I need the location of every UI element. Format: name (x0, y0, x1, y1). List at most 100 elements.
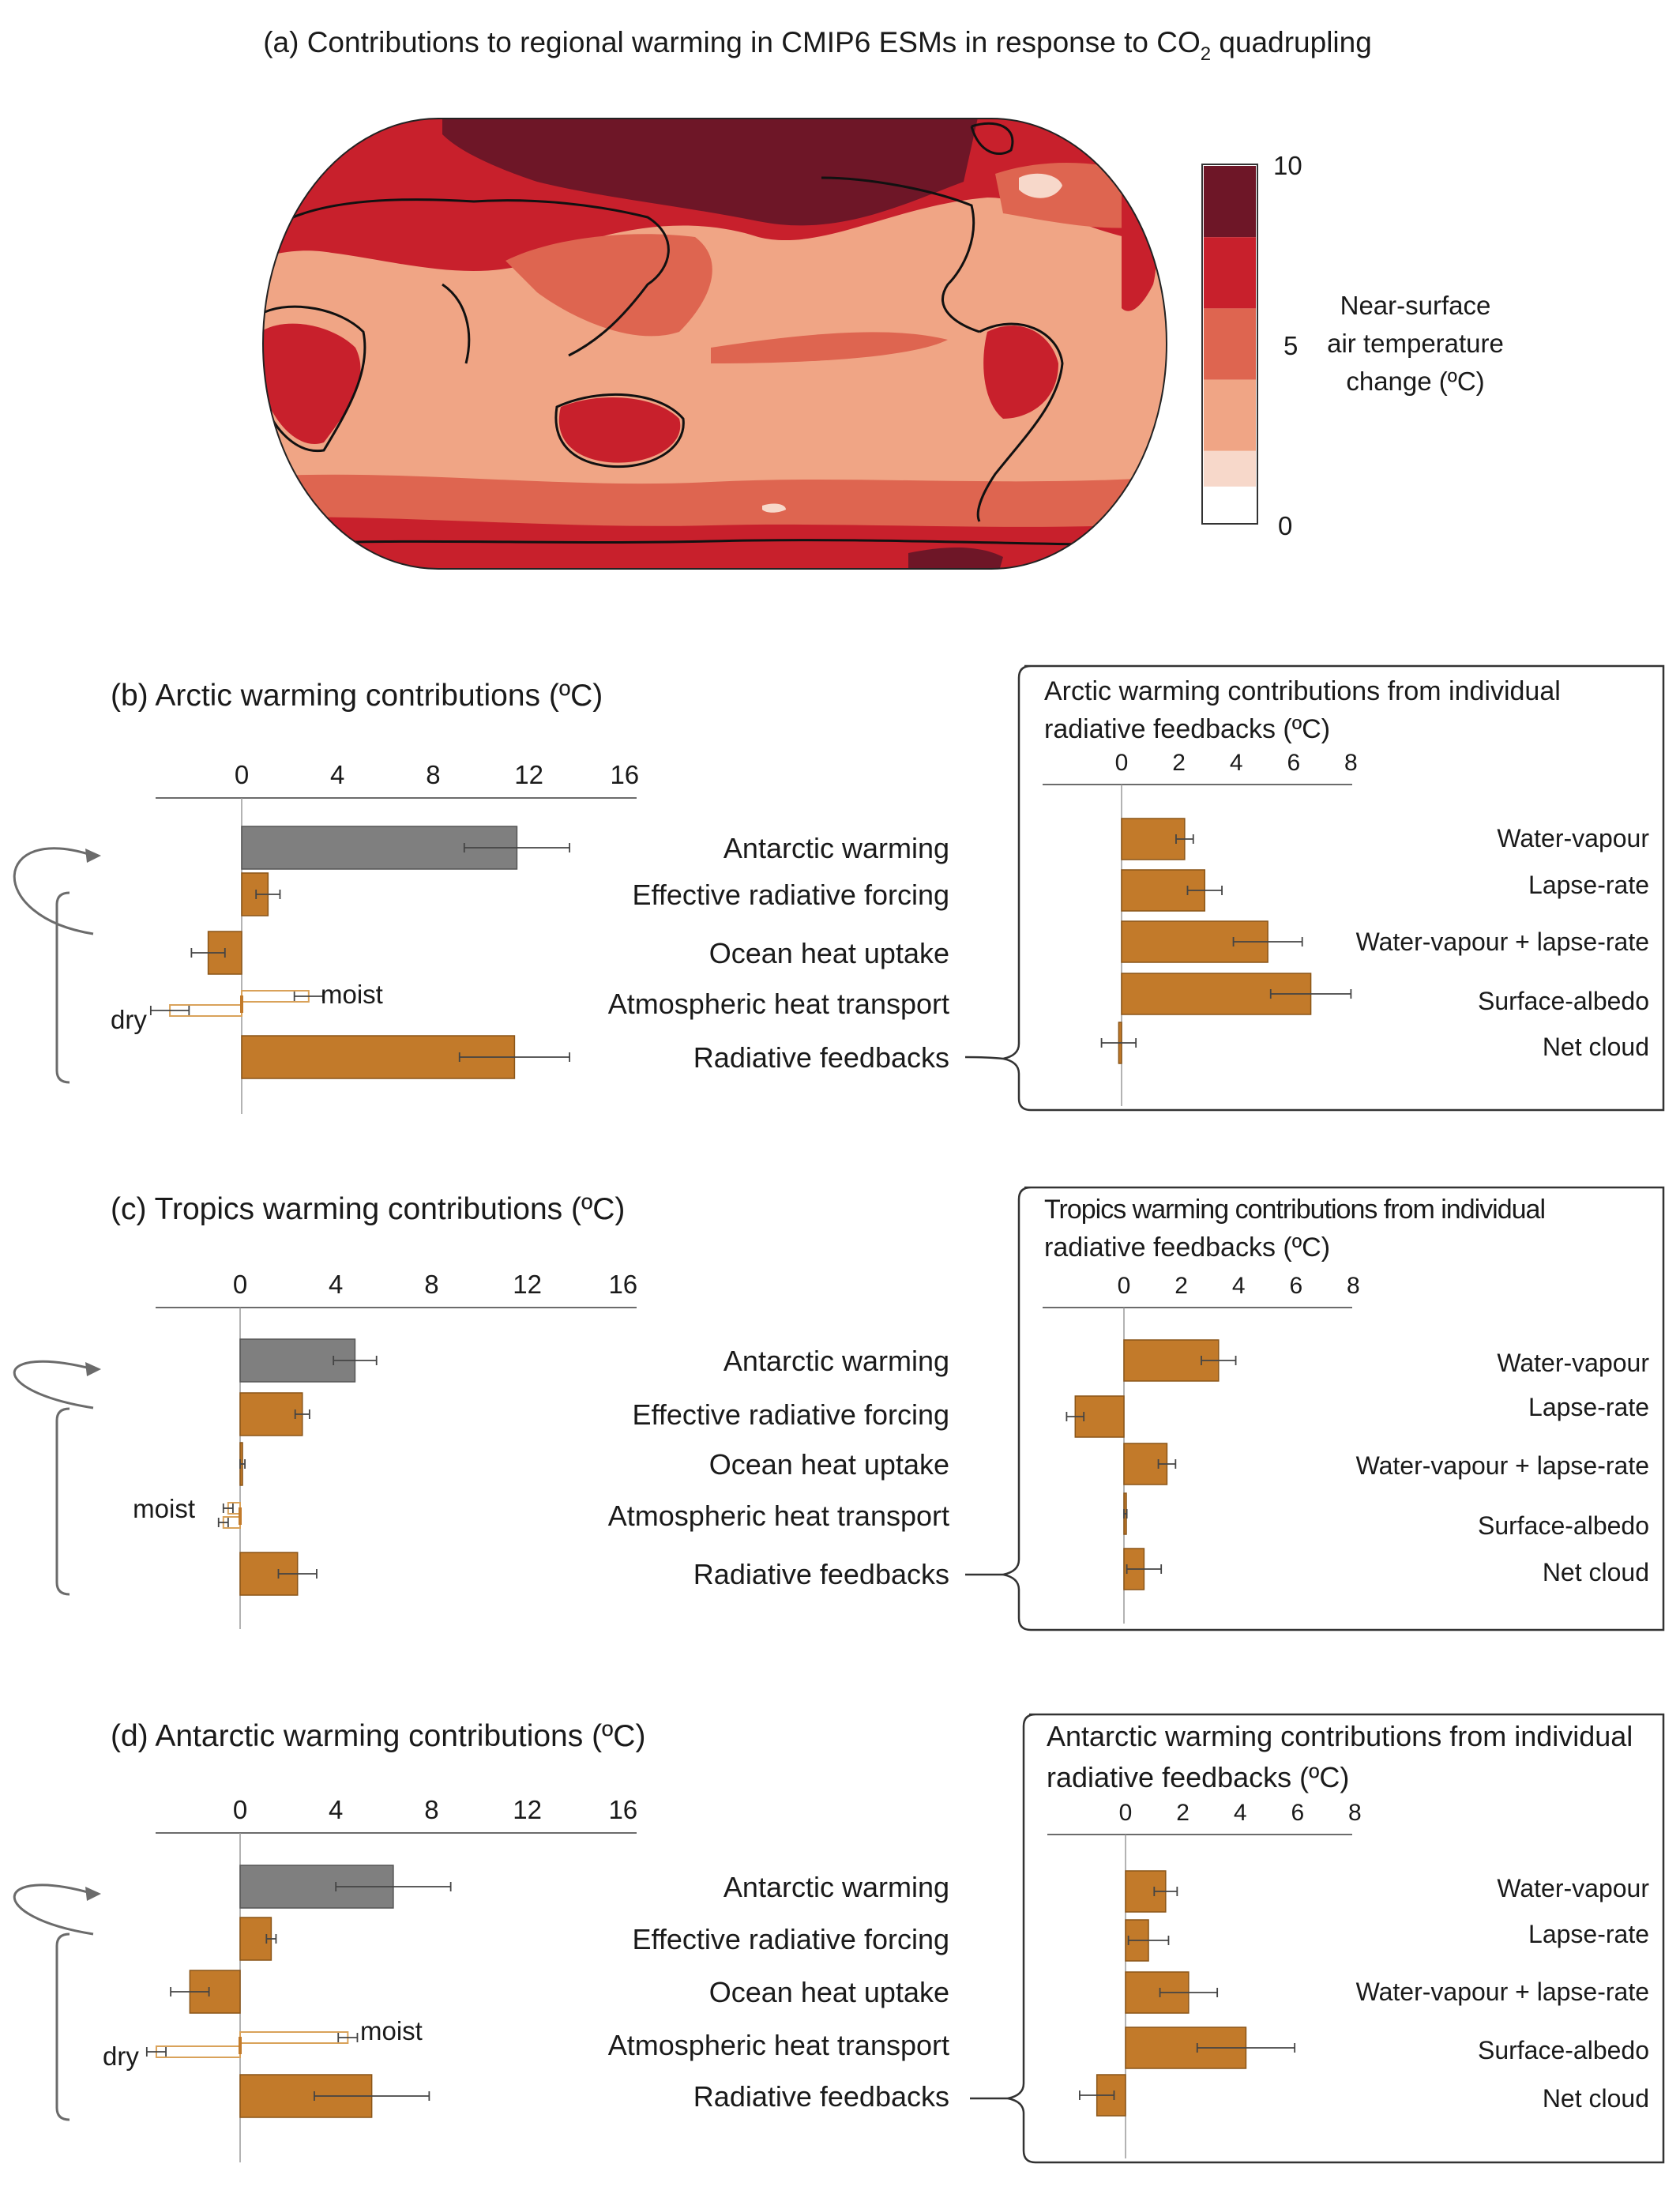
main-c-x-tick-label: 8 (424, 1270, 438, 1299)
main-c-net-transport-bar (239, 1507, 242, 1525)
fb-b-x-tick-label: 6 (1287, 750, 1300, 776)
colorbar-label-line-3: change (ºC) (1346, 367, 1484, 396)
main-d-category-label: Effective radiative forcing (632, 1923, 949, 1955)
map-coast-greenland (970, 122, 1014, 155)
colorbar-outline (1201, 164, 1258, 525)
panel-c-main-chart: 0 4 8 12 16 Antarctic warming Effective radiat… (133, 1270, 949, 1629)
colorbar: 10 5 0 Near-surface air temperature chan… (1201, 151, 1504, 540)
main-d-dry-label: dry (103, 2042, 139, 2071)
fb-d-category-label: Water-vapour + lapse-rate (1356, 1978, 1649, 2006)
main-b-net-transport-bar (240, 995, 243, 1013)
map-land-africa (263, 323, 361, 444)
panel-b-arrowhead (85, 849, 101, 863)
fb-c-category-label: Water-vapour + lapse-rate (1356, 1451, 1649, 1480)
fb-b-category-label: Water-vapour + lapse-rate (1356, 928, 1649, 956)
colorbar-tick-0: 0 (1278, 511, 1292, 540)
main-d-dry-bar (155, 2045, 241, 2058)
panel-b-feedback-box (1002, 664, 1665, 1112)
fb-c-x-tick-label: 6 (1289, 1273, 1302, 1299)
main-c-x-tick-label: 16 (608, 1270, 637, 1299)
main-d-moist-label: moist (360, 2016, 423, 2045)
fb-d-category-label: Water-vapour (1497, 1874, 1649, 1902)
fb-b-x-tick-label: 0 (1115, 750, 1129, 776)
colorbar-tick-5: 5 (1283, 331, 1298, 360)
main-b-moist-label: moist (321, 980, 383, 1009)
colorbar-swatch (1204, 486, 1256, 522)
fb-c-x-tick-label: 0 (1118, 1273, 1131, 1299)
map-coast-north-america (821, 176, 980, 333)
main-c-x-tick-label: 12 (513, 1270, 542, 1299)
main-d-x-tick-label: 16 (608, 1795, 637, 1824)
main-b-category-label: Antarctic warming (723, 832, 949, 864)
panel-c-feedback-chart: 0 2 4 6 8 Water-vapour Lapse-rate Water-vapour … (1043, 1273, 1649, 1624)
main-d-x-tick-label: 12 (513, 1795, 542, 1824)
panel-a-title: (a) Contributions to regional warming in… (263, 26, 1372, 65)
fb-d-x-tick-label: 8 (1348, 1800, 1362, 1826)
map-band-arctic (442, 119, 979, 226)
main-b-category-label: Atmospheric heat transport (608, 988, 949, 1020)
colorbar-swatch (1204, 379, 1256, 451)
panel-b-curved-arrow (13, 847, 94, 935)
fb-d-x-tick-label: 2 (1176, 1800, 1190, 1826)
colorbar-swatch (1204, 166, 1256, 238)
panel-b-main-chart: 0 4 8 12 16 Antarctic warming Effective radiat… (111, 760, 949, 1114)
main-c-x-tick-label: 4 (329, 1270, 343, 1299)
main-d-moist-bar (239, 2031, 349, 2044)
panel-c-feedback-title-line-1: Tropics warming contributions from indiv… (1044, 1195, 1545, 1225)
panel-c-feedback-box (1002, 1186, 1665, 1631)
map-land-australia (558, 397, 681, 463)
map-band-asia (506, 234, 712, 337)
panel-c-title: (c) Tropics warming contributions (ºC) (111, 1192, 625, 1226)
map-coast-australia (554, 393, 685, 469)
fb-c-x-tick-label: 8 (1347, 1273, 1360, 1299)
map-south-pacific-hole (762, 503, 786, 513)
fb-c-x-tick-label: 2 (1174, 1273, 1188, 1299)
temperature-map (262, 118, 1167, 570)
fb-b-x-tick-label: 4 (1230, 750, 1243, 776)
colorbar-swatch (1204, 450, 1256, 487)
map-north-atlantic-hole (1019, 173, 1062, 198)
map-coast-eurasia (284, 198, 670, 357)
map-outline (262, 118, 1167, 570)
main-d-category-label: Ocean heat uptake (709, 1976, 949, 2008)
panel-c-arrowhead (85, 1362, 101, 1376)
map-pacific-tongue (711, 332, 948, 363)
fb-c-x-tick-label: 4 (1232, 1273, 1246, 1299)
main-c-category-label: Effective radiative forcing (632, 1398, 949, 1431)
fb-c-category-label: Water-vapour (1497, 1349, 1649, 1377)
main-d-net-transport-bar (239, 2037, 242, 2054)
fb-c-category-label: Net cloud (1543, 1558, 1649, 1586)
map-band-south-inner (263, 517, 1167, 569)
fb-b-category-label: Net cloud (1543, 1033, 1649, 1061)
panel-c-bracket (55, 1407, 70, 1596)
fb-d-category-label: Lapse-rate (1528, 1920, 1649, 1948)
panel-b-bracket (55, 891, 70, 1084)
main-b-category-label: Ocean heat uptake (709, 937, 949, 969)
fb-c-category-label: Lapse-rate (1528, 1393, 1649, 1421)
panel-b-title: (b) Arctic warming contributions (ºC) (111, 679, 603, 713)
panel-b-feedback-chart: 0 2 4 6 8 Water-vapour Lapse-rate Water-vapour … (1043, 750, 1649, 1106)
panel-d-bracket (55, 1932, 70, 2121)
main-c-category-label: Radiative feedbacks (693, 1558, 949, 1590)
colorbar-swatch (1204, 308, 1256, 380)
map-coast-south-america (976, 322, 1064, 522)
panel-d-main-chart: 0 4 8 12 16 Antarctic warming Effective radiat… (103, 1795, 949, 2162)
main-b-category-label: Effective radiative forcing (632, 879, 949, 911)
fb-b-x-tick-label: 8 (1344, 750, 1358, 776)
panel-d-title: (d) Antarctic warming contributions (ºC) (111, 1719, 645, 1753)
main-b-x-tick-label: 12 (514, 760, 543, 789)
main-c-x-tick-label: 0 (233, 1270, 247, 1299)
fb-b-category-label: Surface-albedo (1478, 987, 1649, 1015)
main-d-x-tick-label: 8 (424, 1795, 438, 1824)
main-c-category-label: Antarctic warming (723, 1345, 949, 1377)
map-coast-antarctica (276, 539, 1167, 547)
main-d-x-tick-label: 0 (233, 1795, 247, 1824)
main-b-x-tick-label: 0 (235, 760, 249, 789)
panel-b-feedback-pointer (964, 1056, 1004, 1060)
panel-d-arrowhead (85, 1887, 101, 1901)
main-c-category-label: Ocean heat uptake (709, 1448, 949, 1481)
panel-d-feedback-chart: 0 2 4 6 8 Water-vapour Lapse-rate Water-vapour … (1047, 1800, 1649, 2158)
fb-d-x-tick-label: 6 (1291, 1800, 1304, 1826)
main-c-moist-label: moist (133, 1494, 195, 1523)
